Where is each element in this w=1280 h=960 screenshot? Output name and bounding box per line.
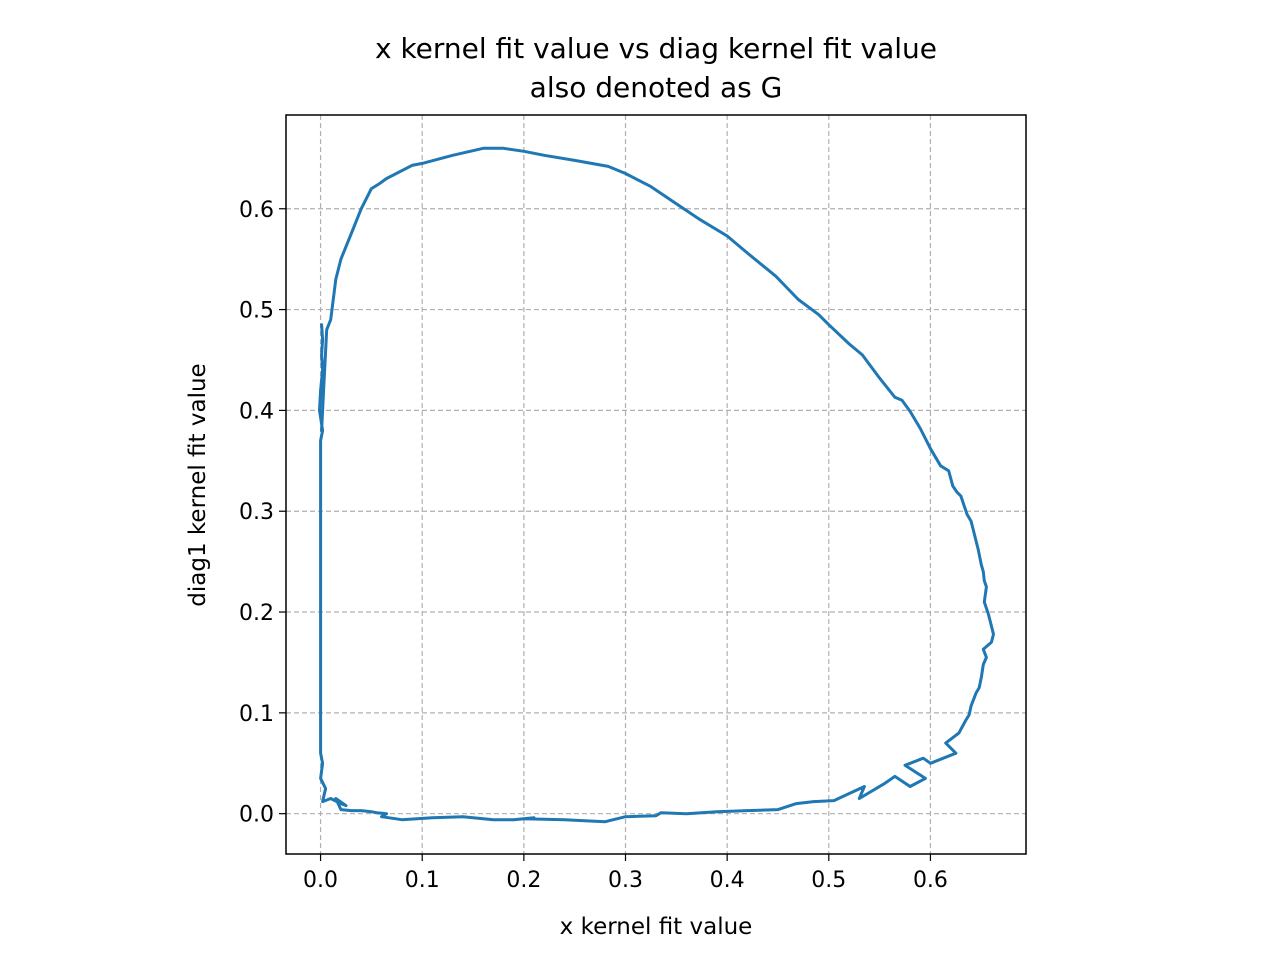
x-tick-label: 0.2: [506, 868, 541, 893]
y-tick-label: 0.5: [239, 299, 274, 324]
y-ticks: 0.0 0.1 0.2 0.3 0.4 0.5 0.6: [239, 198, 286, 828]
x-tick-label: 0.5: [811, 868, 846, 893]
y-tick-label: 0.4: [239, 399, 274, 424]
axes: [285, 114, 1027, 855]
y-axis-label: diag1 kernel fit value: [185, 363, 211, 606]
x-tick-label: 0.6: [913, 868, 948, 893]
x-axis-label: x kernel fit value: [560, 914, 753, 940]
x-tick-label: 0.1: [405, 868, 440, 893]
chart-title: x kernel fit value vs diag kernel fit va…: [375, 32, 937, 65]
chart-subtitle: also denoted as G: [530, 71, 783, 104]
y-tick-label: 0.0: [239, 803, 274, 828]
y-tick-label: 0.2: [239, 601, 274, 626]
series-layer: [318, 146, 995, 824]
y-tick-label: 0.1: [239, 702, 274, 727]
grid: [286, 115, 1026, 854]
plot-frame: [285, 114, 1027, 855]
series-line: [318, 146, 995, 824]
x-tick-label: 0.3: [608, 868, 643, 893]
x-tick-label: 0.4: [710, 868, 745, 893]
y-tick-label: 0.3: [239, 500, 274, 525]
x-ticks: 0.0 0.1 0.2 0.3 0.4 0.5 0.6: [303, 854, 948, 893]
y-tick-label: 0.6: [239, 198, 274, 223]
x-tick-label: 0.0: [303, 868, 338, 893]
